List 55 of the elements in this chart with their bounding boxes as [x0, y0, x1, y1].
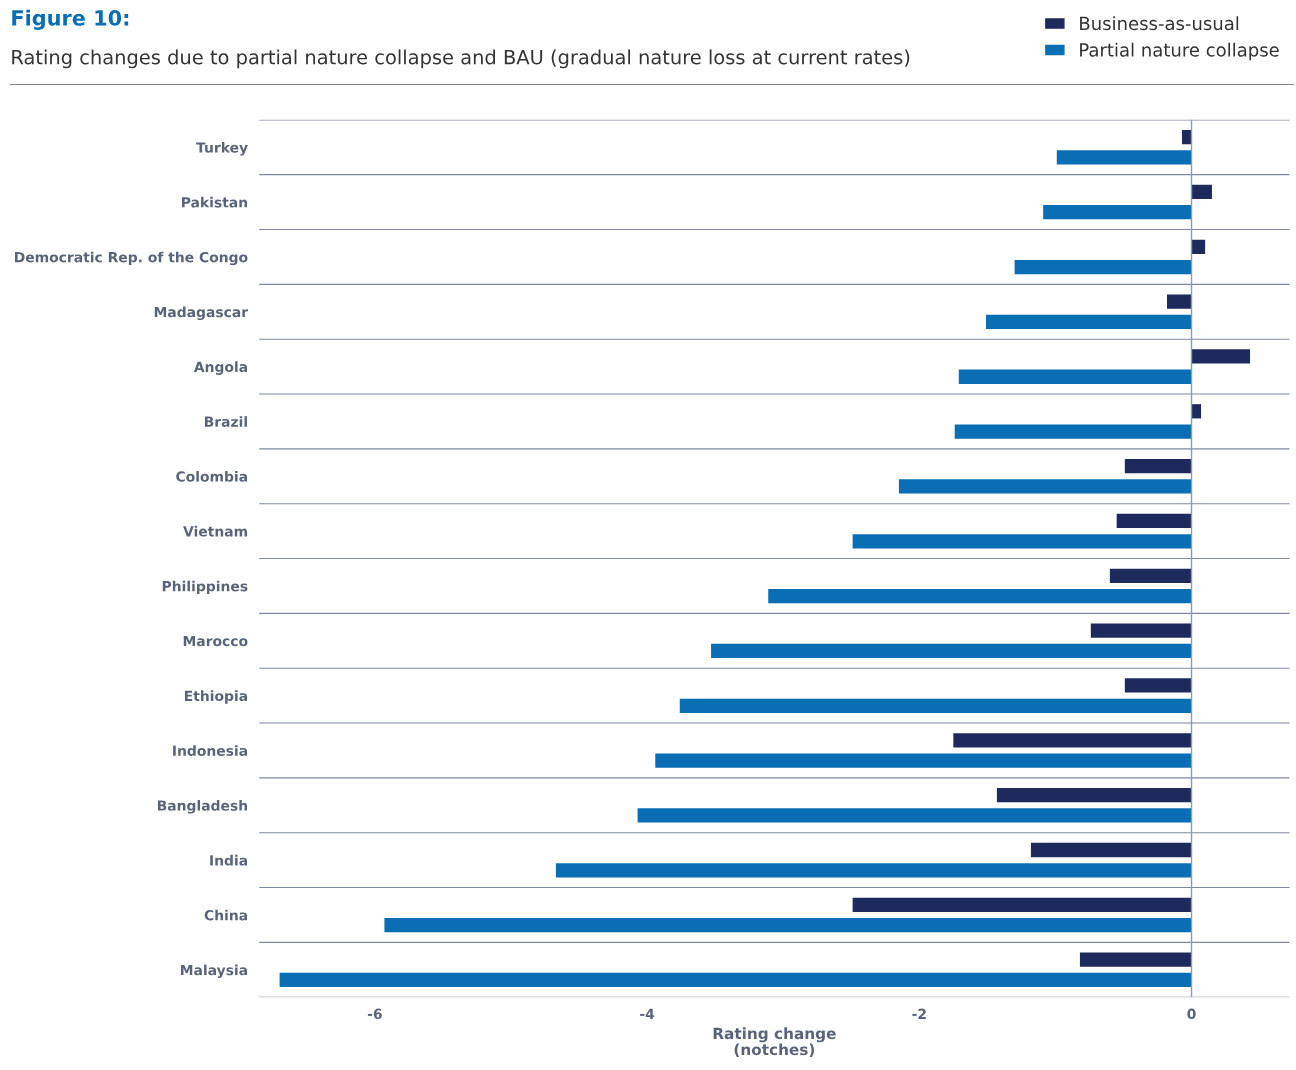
bar: [1124, 459, 1192, 474]
bar: [279, 972, 1192, 988]
text: Figure 10:: [12, 9, 129, 30]
y-tick-label: Pakistan: [182, 196, 247, 208]
y-tick-label: Democratic Rep. of the Congo: [15, 251, 248, 266]
bar: [954, 424, 1192, 439]
bar: [1167, 294, 1192, 309]
chart-subtitle: Rating changes due to partial nature collapse and BAU (gradual nature loss at current rates): [12, 49, 910, 69]
bar: [1014, 259, 1192, 275]
bar: [1109, 568, 1192, 583]
bar: [768, 588, 1192, 604]
bar: [996, 788, 1192, 803]
bar: [555, 863, 1192, 878]
x-tick-label: -6: [367, 1008, 382, 1020]
y-tick-label: Colombia: [176, 471, 247, 482]
y-tick-label: India: [210, 854, 247, 866]
bar: [1191, 239, 1206, 254]
x-axis-title: Rating change (notches): [713, 1027, 836, 1058]
bar: [958, 369, 1192, 384]
y-tick-label: Philippines: [162, 580, 248, 595]
bar: [852, 534, 1192, 549]
y-tick-label: Bangladesh: [157, 800, 247, 814]
bar: [711, 643, 1192, 659]
y-tick-label: Malaysia: [181, 964, 247, 979]
bar: [852, 897, 1192, 912]
bar: [1090, 623, 1192, 638]
bar: [679, 698, 1192, 713]
x-tick-label: -4: [640, 1008, 655, 1019]
bar: [1191, 184, 1212, 200]
y-tick-label: Indonesia: [173, 745, 247, 756]
bar: [1124, 678, 1192, 693]
bar: [384, 918, 1192, 933]
bar: [1030, 842, 1192, 858]
y-tick-label: Vietnam: [183, 525, 247, 537]
bar: [898, 479, 1192, 494]
bar: [1191, 349, 1251, 364]
x-tick-label: 0: [1187, 1008, 1196, 1020]
y-tick-label: China: [204, 909, 247, 921]
x-tick-label: -2: [912, 1008, 926, 1019]
y-tick-label: Turkey: [196, 141, 248, 156]
bar: [1043, 205, 1192, 220]
y-tick-label: Ethiopia: [184, 690, 247, 704]
bar: [1116, 513, 1192, 529]
bar: [1079, 952, 1192, 967]
y-tick-label: Angola: [193, 361, 247, 375]
bar: [986, 314, 1192, 330]
bar: [637, 808, 1192, 823]
bar: [1056, 150, 1192, 165]
y-tick-label: Marocco: [183, 635, 248, 647]
bar: [953, 733, 1192, 748]
bar: [655, 753, 1192, 768]
y-tick-label: Madagascar: [154, 306, 249, 321]
legend-label: Partial nature collapse: [1080, 42, 1279, 61]
y-tick-label: Brazil: [204, 416, 247, 427]
legend-label: Business-as-usual: [1080, 16, 1239, 31]
